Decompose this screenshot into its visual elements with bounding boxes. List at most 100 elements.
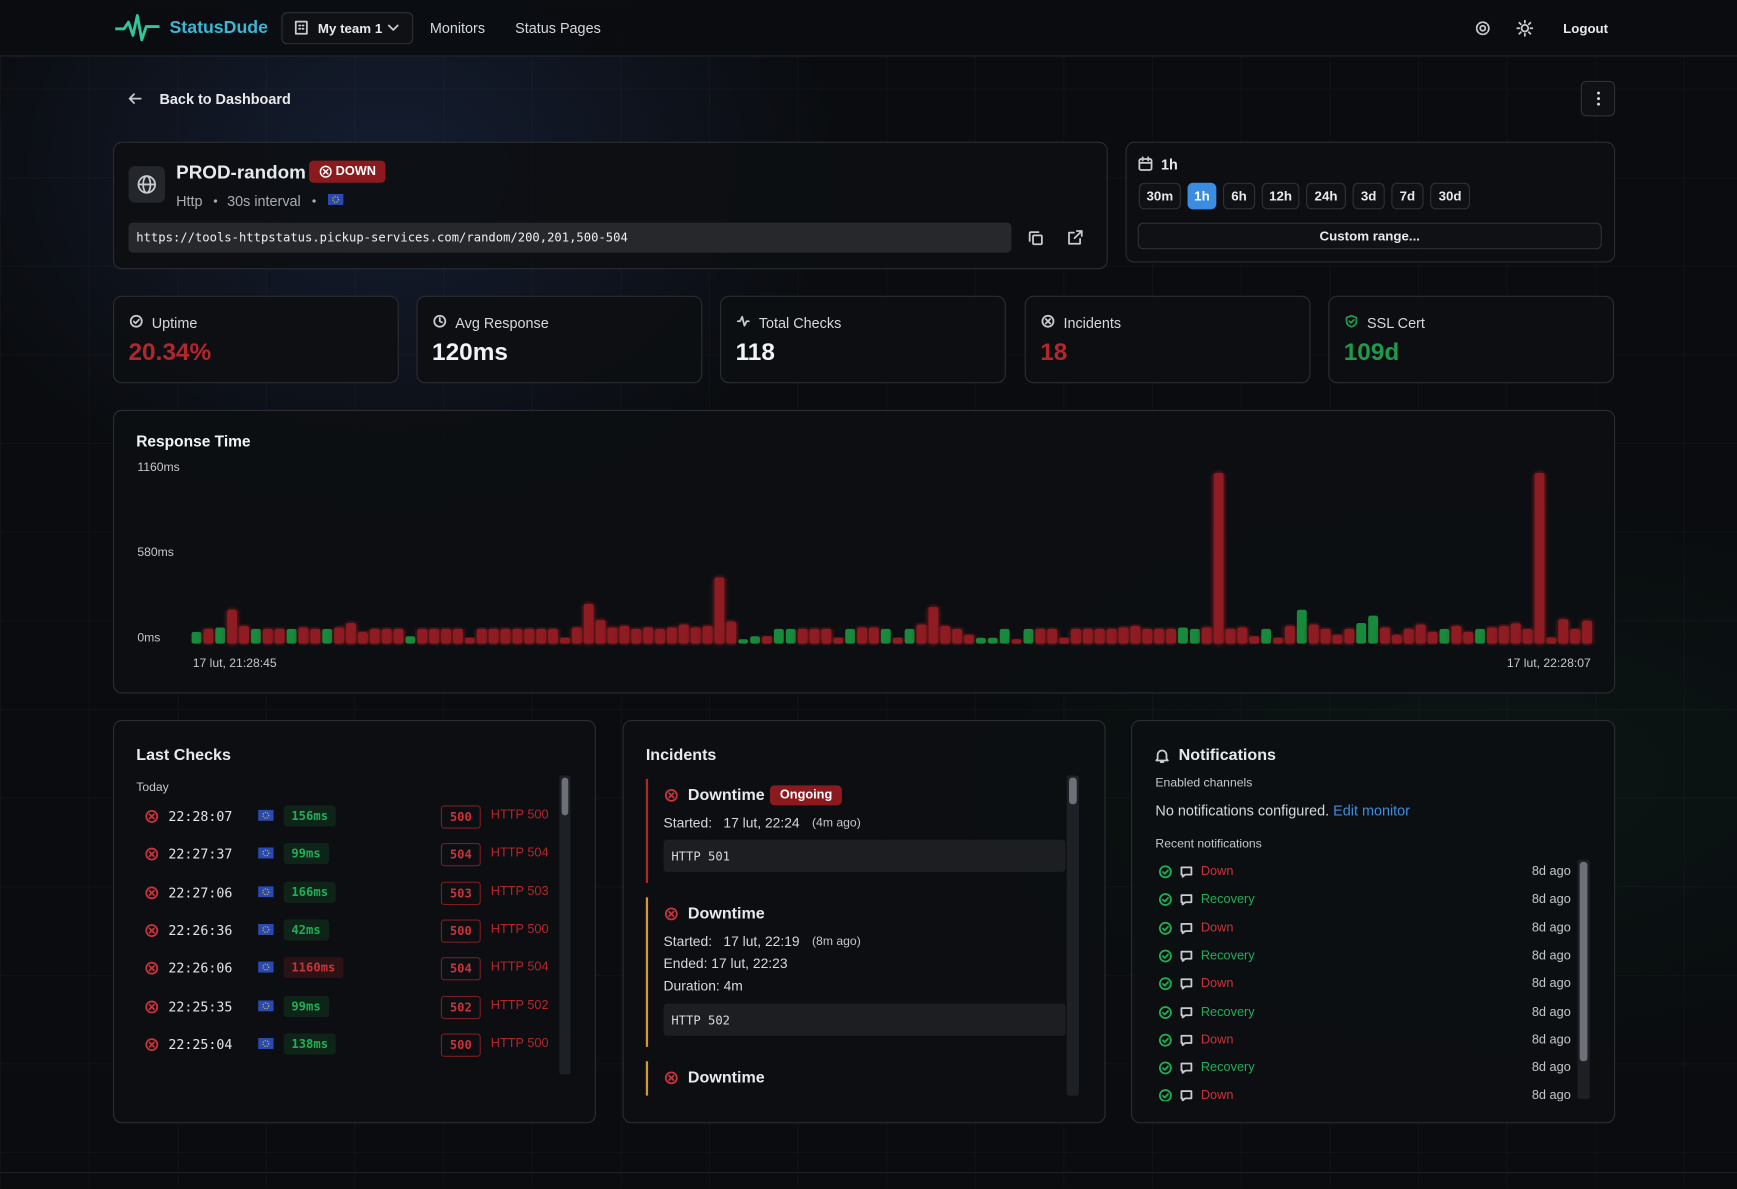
logo[interactable] — [114, 13, 161, 42]
stat-label: Incidents — [1063, 315, 1121, 332]
bar — [1000, 629, 1010, 644]
stat-label: Avg Response — [455, 315, 548, 332]
copy-icon[interactable] — [1028, 230, 1044, 246]
message-icon — [1180, 921, 1193, 934]
back-arrow[interactable] — [127, 91, 143, 107]
incident-icon — [665, 789, 678, 802]
flag — [258, 1038, 274, 1049]
y-tick-label: 0ms — [137, 630, 160, 644]
scrollbar[interactable] — [1067, 775, 1079, 1095]
range-option[interactable]: 30m — [1139, 183, 1181, 210]
check-code: 502 — [441, 995, 481, 1018]
custom-range[interactable]: Custom range... — [1138, 223, 1602, 250]
day-label: Today — [136, 781, 169, 794]
error-text: HTTP 502 — [671, 1014, 730, 1028]
logout[interactable]: Logout — [1563, 21, 1608, 37]
bar — [750, 636, 760, 643]
check-message: HTTP 500 — [491, 1037, 549, 1050]
bar — [287, 629, 297, 644]
no-notifications-text: No notifications configured. — [1155, 802, 1329, 819]
notification-ago: 8d ago — [1532, 949, 1571, 962]
range-option[interactable]: 12h — [1262, 183, 1300, 210]
team-name: My team 1 — [318, 20, 382, 36]
check-time: 22:25:04 — [168, 1037, 232, 1053]
kebab — [1596, 91, 1600, 107]
check-message: HTTP 504 — [491, 961, 549, 974]
open-icon[interactable] — [1067, 229, 1084, 246]
scroll-thumb[interactable] — [562, 778, 569, 816]
brand[interactable]: StatusDude — [169, 19, 267, 39]
bar — [691, 627, 701, 643]
range-option[interactable]: 7d — [1391, 183, 1423, 210]
bar — [596, 620, 606, 644]
bar — [1558, 619, 1568, 643]
notification-event: Down — [1201, 921, 1234, 934]
theme-icon[interactable] — [1517, 20, 1534, 37]
bar — [429, 629, 439, 644]
globe-icon — [136, 174, 157, 195]
notification-event: Recovery — [1201, 1005, 1255, 1018]
bar — [798, 629, 808, 644]
incident-icon — [665, 907, 678, 920]
section-title: Incidents — [646, 747, 717, 765]
bar — [1428, 632, 1438, 644]
bar — [857, 627, 867, 643]
bar — [334, 627, 344, 643]
back-link[interactable]: Back to Dashboard — [160, 91, 291, 108]
scrollbar[interactable] — [1577, 860, 1589, 1099]
bar — [1130, 626, 1140, 644]
bar — [1297, 610, 1307, 644]
check-response: 138ms — [284, 1033, 336, 1054]
range-option[interactable]: 24h — [1306, 183, 1346, 210]
settings-icon[interactable] — [1474, 20, 1491, 37]
notification-ago: 8d ago — [1532, 1033, 1571, 1046]
ok-icon — [1159, 977, 1172, 990]
range-option[interactable]: 6h — [1223, 183, 1255, 210]
stat-label: Total Checks — [759, 315, 841, 332]
check-response: 1160ms — [284, 957, 344, 978]
bar — [726, 622, 736, 644]
stat-card — [1025, 296, 1311, 384]
range-current: 1h — [1161, 156, 1178, 173]
bar — [405, 636, 415, 643]
range-option[interactable]: 30d — [1430, 183, 1470, 210]
nav-link[interactable]: Monitors — [430, 20, 485, 37]
check-message: HTTP 503 — [491, 885, 549, 898]
scrollbar[interactable] — [559, 775, 570, 1074]
range-option[interactable]: 1h — [1188, 183, 1217, 210]
fail-icon — [145, 848, 158, 861]
bar — [1570, 629, 1580, 644]
nav-link[interactable]: Status Pages — [515, 20, 601, 37]
bar — [1023, 629, 1033, 644]
bar — [952, 629, 962, 644]
bar — [299, 627, 309, 643]
bar — [382, 629, 392, 644]
bar — [1439, 629, 1449, 644]
bar — [524, 629, 534, 644]
monitor-type: Http — [176, 193, 202, 210]
bar — [679, 625, 689, 644]
message-icon — [1180, 1061, 1193, 1074]
check-message: HTTP 504 — [491, 847, 549, 860]
bar — [322, 629, 332, 644]
recent-label: Recent notifications — [1155, 837, 1261, 850]
menu-button[interactable] — [1581, 81, 1615, 116]
scroll-thumb[interactable] — [1069, 778, 1077, 805]
message-icon — [1180, 1089, 1193, 1101]
incident-list: DowntimeOngoingStarted:17 lut, 22:24(4m … — [645, 775, 1066, 1095]
y-tick-label: 1160ms — [137, 460, 179, 474]
ended: Ended: 17 lut, 22:23 — [664, 956, 788, 972]
bar — [251, 629, 261, 644]
bar — [881, 629, 891, 644]
bar — [1463, 632, 1473, 644]
bar — [1380, 627, 1390, 643]
bar — [655, 629, 665, 644]
flag — [258, 924, 274, 935]
edit-link[interactable]: Edit monitor — [1333, 802, 1410, 819]
scroll-thumb[interactable] — [1580, 862, 1588, 1061]
range-option[interactable]: 3d — [1353, 183, 1385, 210]
notification-event: Down — [1201, 977, 1234, 990]
chevron — [387, 22, 400, 33]
started-ago: (8m ago) — [812, 935, 861, 948]
